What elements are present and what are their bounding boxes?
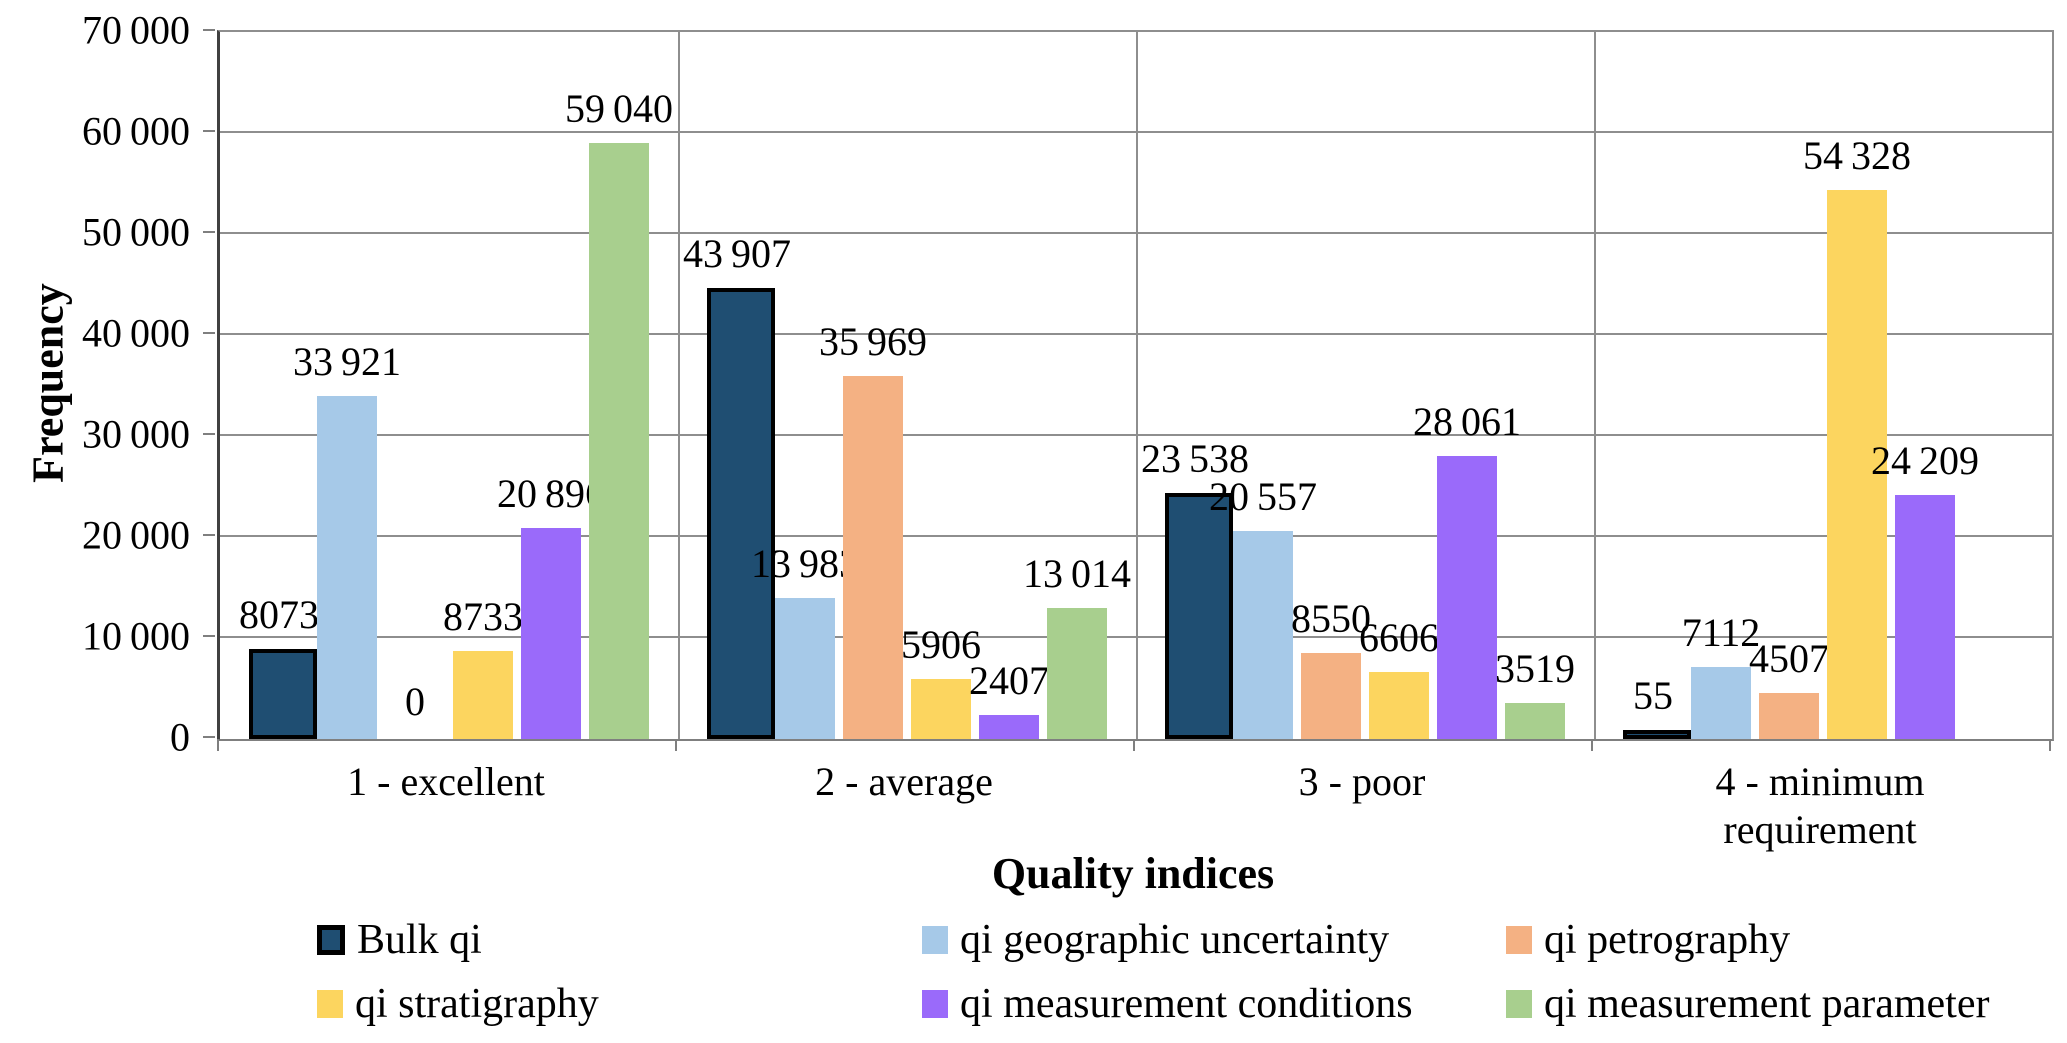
- legend-swatch: [922, 990, 948, 1018]
- x-axis-tick-mark: [675, 739, 677, 751]
- legend-label: Bulk qi: [357, 917, 482, 963]
- bar: [1233, 531, 1293, 739]
- x-axis-tick-mark: [1133, 739, 1135, 751]
- bar-value-label: 6606: [1359, 615, 1439, 661]
- bar-value-label: 33 921: [292, 339, 402, 385]
- bar: [1301, 652, 1361, 739]
- bar-value-label: 8550: [1291, 595, 1371, 641]
- bar: [1827, 190, 1887, 739]
- y-axis-tick-mark: [203, 332, 215, 334]
- legend-label: qi stratigraphy: [355, 981, 599, 1027]
- bar: [521, 527, 581, 739]
- category-label: 1 - excellent: [347, 759, 545, 804]
- category-separator-line: [1594, 32, 1596, 739]
- legend-swatch: [1506, 990, 1532, 1018]
- bar: [1505, 703, 1565, 739]
- y-axis-tick-label: 60 000: [81, 108, 190, 154]
- bar-value-label: 59 040: [564, 85, 674, 131]
- category-label: 3 - poor: [1298, 759, 1426, 804]
- legend-item: qi measurement parameter: [1506, 983, 1989, 1025]
- bar: [1759, 693, 1819, 739]
- plot-area: 8073 43 907 23 538 55 33 921 13 983 20 557 7112…: [217, 30, 2054, 741]
- x-axis-tick-mark: [2049, 739, 2051, 751]
- category-separator-line: [678, 32, 680, 739]
- legend-swatch: [922, 926, 948, 954]
- y-axis-title: Frequency: [23, 283, 73, 483]
- y-axis-tick-label: 50 000: [81, 209, 190, 255]
- bar: [843, 375, 903, 739]
- x-axis-title: Quality indices: [991, 849, 1275, 898]
- bar-value-label: 55: [1633, 673, 1673, 719]
- bar: [775, 597, 835, 739]
- legend-swatch: [317, 990, 343, 1018]
- bar-value-label: 3519: [1495, 646, 1575, 692]
- legend-label: qi petrography: [1544, 917, 1791, 963]
- category-separator-line: [1136, 32, 1138, 739]
- bar-value-label: 0: [405, 679, 425, 724]
- bar-value-label: 28 061: [1412, 398, 1522, 444]
- bar-value-label: 8733: [443, 593, 523, 639]
- bar-value-label: 13 014: [1022, 550, 1132, 596]
- legend-label: qi geographic uncertainty: [960, 917, 1390, 963]
- bar-value-label: 5906: [901, 622, 981, 668]
- bar-value-label: 8073: [239, 592, 319, 638]
- bar: [1623, 730, 1691, 739]
- y-axis-tick-mark: [203, 231, 215, 233]
- y-axis-tick-label: 0: [170, 714, 190, 760]
- bar: [1895, 494, 1955, 739]
- y-axis-tick-mark: [203, 736, 215, 738]
- bar-value-label: 13 983: [750, 540, 860, 586]
- bar: [453, 650, 513, 739]
- category-label: 4 - minimum requirement: [1715, 759, 1925, 852]
- legend-item: Bulk qi: [317, 919, 482, 961]
- bar: [317, 396, 377, 739]
- y-axis-tick-label: 40 000: [81, 310, 190, 356]
- x-axis-tick-mark: [217, 739, 219, 751]
- bar-value-label: 2407: [969, 657, 1049, 703]
- bar: [1691, 667, 1751, 739]
- legend-item: qi petrography: [1506, 919, 1790, 961]
- legend-label: qi measurement conditions: [960, 981, 1413, 1027]
- y-axis-tick-mark: [203, 130, 215, 132]
- legend-item: qi stratigraphy: [317, 983, 599, 1025]
- bar-value-label: 4507: [1749, 636, 1829, 682]
- legend-swatch: [317, 925, 345, 955]
- bar: [911, 679, 971, 739]
- bar: [707, 287, 775, 739]
- bar: [249, 649, 317, 739]
- legend-swatch: [1506, 926, 1532, 954]
- y-axis-tick-mark: [203, 433, 215, 435]
- bar-value-label: 24 209: [1870, 437, 1980, 483]
- bar-value-label: 54 328: [1802, 133, 1912, 179]
- category-label: 2 - average: [815, 759, 993, 804]
- bar-value-label: 7112: [1681, 610, 1761, 656]
- y-axis-tick-label: 10 000: [81, 613, 190, 659]
- bar: [1165, 493, 1233, 739]
- bar-value-label: 35 969: [818, 318, 928, 364]
- bar: [1369, 672, 1429, 739]
- y-axis-tick-mark: [203, 29, 215, 31]
- bar-value-label: 43 907: [682, 230, 792, 276]
- y-axis-tick-mark: [203, 635, 215, 637]
- legend-label: qi measurement parameter: [1544, 981, 1990, 1027]
- bar-value-label: 20 557: [1208, 474, 1318, 520]
- y-axis-tick-mark: [203, 534, 215, 536]
- x-axis-tick-mark: [1591, 739, 1593, 751]
- y-axis-tick-label: 20 000: [81, 512, 190, 558]
- bar: [589, 142, 649, 739]
- y-axis-tick-label: 30 000: [81, 411, 190, 457]
- bar-value-label: 23 538: [1140, 436, 1250, 482]
- legend-item: qi geographic uncertainty: [922, 919, 1389, 961]
- y-axis-tick-label: 70 000: [81, 7, 190, 53]
- bar: [1437, 455, 1497, 739]
- bar: [979, 714, 1039, 739]
- bar-value-label: 20 896: [496, 470, 606, 516]
- legend-item: qi measurement conditions: [922, 983, 1413, 1025]
- bar: [1047, 607, 1107, 739]
